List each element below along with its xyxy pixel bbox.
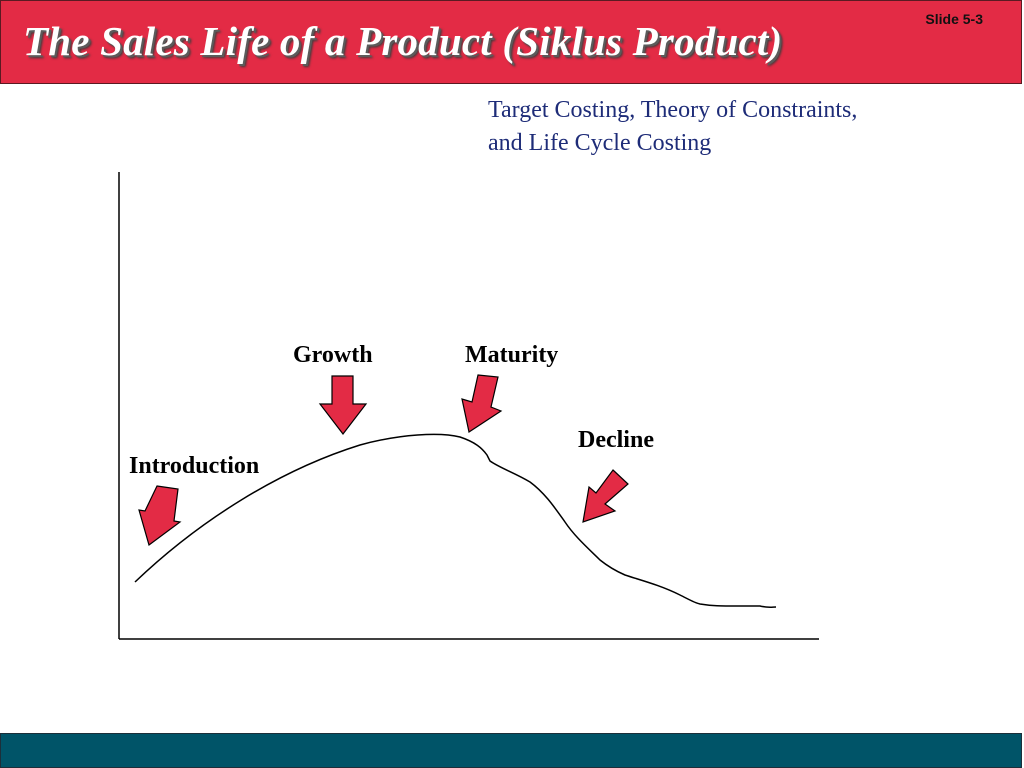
stage-label-maturity: Maturity [465,342,559,368]
slide-title: The Sales Life of a Product (Siklus Prod… [23,18,783,64]
subtitle: Target Costing, Theory of Constraints, a… [488,94,948,160]
introduction-arrow [138,485,182,546]
slide-number: Slide 5-3 [925,11,983,27]
subtitle-line-1: Target Costing, Theory of Constraints, [488,97,858,123]
growth-arrow [318,375,368,435]
maturity-arrow [461,374,503,433]
footer-bar [0,733,1022,768]
sales-curve [134,433,777,608]
title-bar: The Sales Life of a Product (Siklus Prod… [0,0,1022,84]
decline-arrow [582,469,629,523]
stage-label-growth: Growth [293,342,373,368]
subtitle-line-2: and Life Cycle Costing [488,130,712,156]
stage-label-decline: Decline [578,427,654,453]
stage-label-introduction: Introduction [129,453,260,479]
